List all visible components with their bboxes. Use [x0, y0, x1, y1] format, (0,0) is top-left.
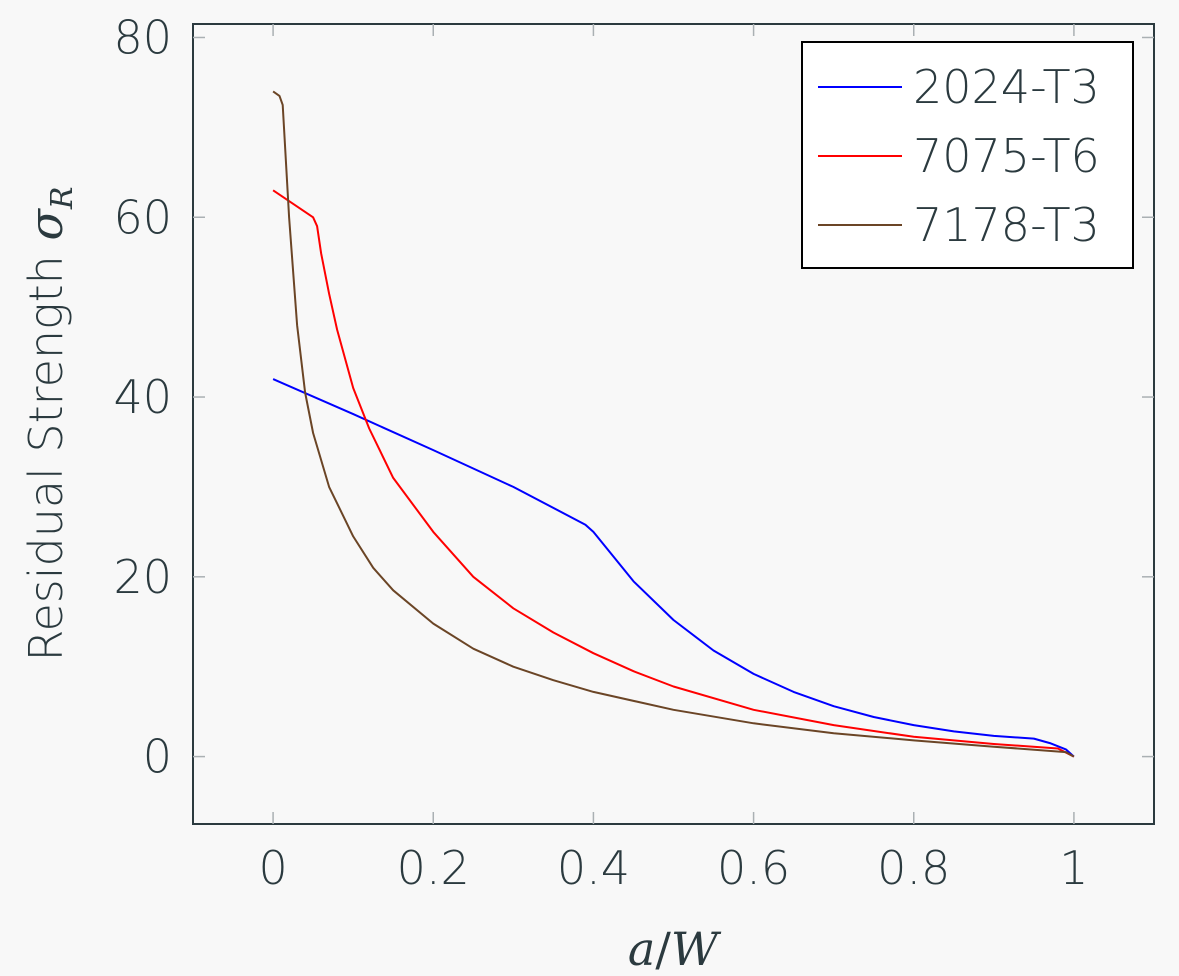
y-tick-label: 80: [113, 10, 172, 64]
x-tick-label: 1: [1059, 841, 1088, 895]
legend-label: 2024-T3: [913, 60, 1100, 114]
x-tick-label: 0: [258, 841, 287, 895]
x-axis-label-slash: /: [655, 922, 671, 976]
series-line-7178-T3: [272, 90, 1075, 758]
legend-label: 7178-T3: [913, 198, 1100, 252]
legend-label: 7075-T6: [913, 129, 1100, 183]
y-axis-label-text: Residual Strength: [19, 241, 73, 662]
y-tick-label: 0: [143, 730, 172, 784]
x-axis-label-var2: W: [671, 922, 722, 976]
x-tick-label: 0.8: [877, 841, 950, 895]
y-axis-label-symbol: σ: [19, 208, 73, 241]
y-axis-label-subscript: R: [45, 187, 80, 211]
series-group: [272, 90, 1075, 758]
x-tick-label: 0.6: [717, 841, 790, 895]
legend-entries: 2024-T3 7075-T6 7178-T3: [818, 60, 1100, 252]
y-axis-label: Residual Strength σR: [19, 187, 80, 662]
y-tick-label: 20: [113, 550, 172, 604]
series-line-2024-T3: [272, 378, 1075, 758]
ticks: [193, 24, 1154, 824]
x-tick-label: 0.4: [557, 841, 630, 895]
legend: 2024-T3 7075-T6 7178-T3: [801, 41, 1134, 269]
x-tick-labels: 0 0.2 0.4 0.6 0.8 1: [258, 841, 1088, 895]
series-line-7075-T6: [272, 189, 1075, 758]
x-axis-label-var1: a: [628, 922, 655, 976]
x-tick-label: 0.2: [397, 841, 470, 895]
y-tick-label: 60: [113, 190, 172, 244]
y-tick-labels: 0 20 40 60 80: [113, 10, 172, 783]
x-axis-label: a/W: [628, 922, 722, 976]
y-tick-label: 40: [113, 370, 172, 424]
